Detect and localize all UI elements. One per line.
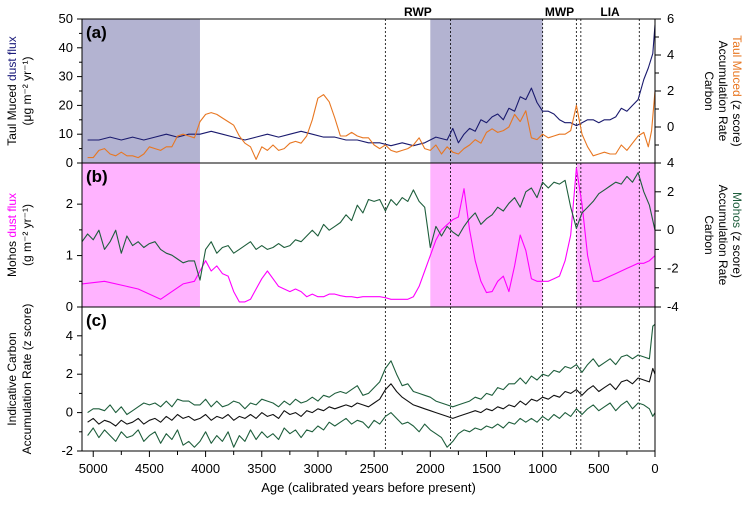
panel-b-left-label-part-0: Mohos bbox=[5, 238, 19, 277]
panel-b-series-1-line bbox=[81, 172, 656, 281]
panel-b-shade-2 bbox=[576, 163, 655, 307]
panel-b-right-tick-label-0: -4 bbox=[667, 299, 679, 314]
panel-a-left-tick-label-2: 20 bbox=[59, 97, 73, 112]
panel-a-right-tick-label-4: 6 bbox=[667, 11, 674, 26]
panel-a-right-label-line3-part-0: Taul Muced bbox=[730, 35, 744, 96]
x-tick-label-4: 3000 bbox=[303, 461, 332, 476]
period-label-rwp: RWP bbox=[404, 5, 432, 19]
panel-a-series-1-line bbox=[87, 90, 656, 160]
period-label-lia: LIA bbox=[600, 5, 620, 19]
period-label-mwp: MWP bbox=[545, 5, 574, 19]
panel-a-left-tick-label-0: 0 bbox=[66, 155, 73, 170]
panel-b-right-label-line3-part-0: Mohos bbox=[730, 192, 744, 228]
panel-a-series-0-line bbox=[87, 24, 656, 147]
panel-c-series-2-line bbox=[87, 400, 656, 448]
x-tick-label-8: 1000 bbox=[528, 461, 557, 476]
panel-b-left-tick-label-2: 2 bbox=[66, 196, 73, 211]
panel-a-left-tick-label-4: 40 bbox=[59, 40, 73, 55]
panel-b-left-label: Mohos dust flux bbox=[5, 193, 19, 277]
x-tick-label-7: 1500 bbox=[472, 461, 501, 476]
panel-c-left-tick-label-0: -2 bbox=[61, 443, 73, 458]
x-tick-label-10: 0 bbox=[651, 461, 658, 476]
period-shading-layer bbox=[82, 19, 655, 307]
panel-b-right-tick-label-2: 0 bbox=[667, 222, 674, 237]
panel-a-left-label-part-0: Taul Muced bbox=[5, 81, 19, 146]
panel-b-left-tick-label-0: 0 bbox=[66, 299, 73, 314]
panel-c-left-tick-label-1: 0 bbox=[66, 405, 73, 420]
series-layer bbox=[81, 24, 656, 448]
panel-a-left-tick-label-3: 30 bbox=[59, 69, 73, 84]
panel-a-right-label-line2: Accumulation Rate bbox=[716, 41, 730, 142]
period-boundary-lines bbox=[384, 19, 640, 451]
panel-c-tag: (c) bbox=[86, 311, 107, 330]
x-tick-label-1: 4500 bbox=[135, 461, 164, 476]
panel-c-frame bbox=[81, 306, 656, 452]
panel-a-right-tick-label-0: 4 bbox=[667, 155, 674, 170]
panel-a-right-tick-label-2: 2 bbox=[667, 83, 674, 98]
panel-a-left-tick-label-1: 10 bbox=[59, 126, 73, 141]
panel-b-right-tick-label-3: 2 bbox=[667, 184, 674, 199]
panel-b-right-tick-label-1: -2 bbox=[667, 261, 679, 276]
x-tick-label-6: 2000 bbox=[416, 461, 445, 476]
panel-c-left-label-line1: Indicative Carbon bbox=[5, 332, 19, 425]
panel-b-left-unit: (g m⁻² yr⁻¹) bbox=[20, 204, 34, 266]
panel-b-left-label-part-1: dust flux bbox=[5, 193, 19, 238]
panel-a-right-label-line3-part-1: (z score) bbox=[730, 97, 744, 147]
panel-b-shade-0 bbox=[82, 163, 200, 307]
panel-a-right-label-line1: Carbon bbox=[702, 71, 716, 110]
panel-a-right-label-line3: Taul Muced (z score) bbox=[730, 35, 744, 146]
x-tick-label-3: 3500 bbox=[247, 461, 276, 476]
x-tick-label-2: 4000 bbox=[191, 461, 220, 476]
panel-c-left-tick-label-2: 2 bbox=[66, 366, 73, 381]
panel-b-tag: (b) bbox=[86, 167, 108, 186]
axes-layer bbox=[77, 18, 661, 457]
panel-c-series-1-line bbox=[87, 367, 656, 427]
panel-b-right-label-line2: Accumulation Rate bbox=[716, 185, 730, 286]
x-tick-label-5: 2500 bbox=[360, 461, 389, 476]
panel-a-right-tick-label-1: 0 bbox=[667, 119, 674, 134]
panel-a-tag: (a) bbox=[86, 23, 107, 42]
panel-a-left-unit: (μg m⁻² yr⁻¹) bbox=[20, 57, 34, 126]
panel-b-series-0-line bbox=[81, 167, 656, 303]
panel-c-series-0-line bbox=[87, 323, 656, 416]
x-tick-label-0: 5000 bbox=[79, 461, 108, 476]
x-tick-label-9: 500 bbox=[588, 461, 610, 476]
panel-a-left-label: Taul Muced dust flux bbox=[5, 36, 19, 145]
panel-b-left-tick-label-1: 1 bbox=[66, 248, 73, 263]
panel-b-right-label-line3: Mohos (z score) bbox=[730, 192, 744, 278]
panel-a-shade-1 bbox=[430, 19, 543, 163]
panel-b-shade-1 bbox=[430, 163, 543, 307]
panel-a-right-tick-label-3: 4 bbox=[667, 47, 674, 62]
x-axis-label: Age (calibrated years before present) bbox=[261, 480, 476, 495]
panel-b-right-label-line1: Carbon bbox=[702, 215, 716, 254]
panel-a-left-tick-label-5: 50 bbox=[59, 11, 73, 26]
panel-c-left-tick-label-3: 4 bbox=[66, 328, 73, 343]
panel-c-left-label-line2: Accumulation Rate (z score) bbox=[20, 304, 34, 455]
panel-a-left-label-part-1: dust flux bbox=[5, 36, 19, 81]
panel-b-right-label-line3-part-1: (z score) bbox=[730, 228, 744, 278]
